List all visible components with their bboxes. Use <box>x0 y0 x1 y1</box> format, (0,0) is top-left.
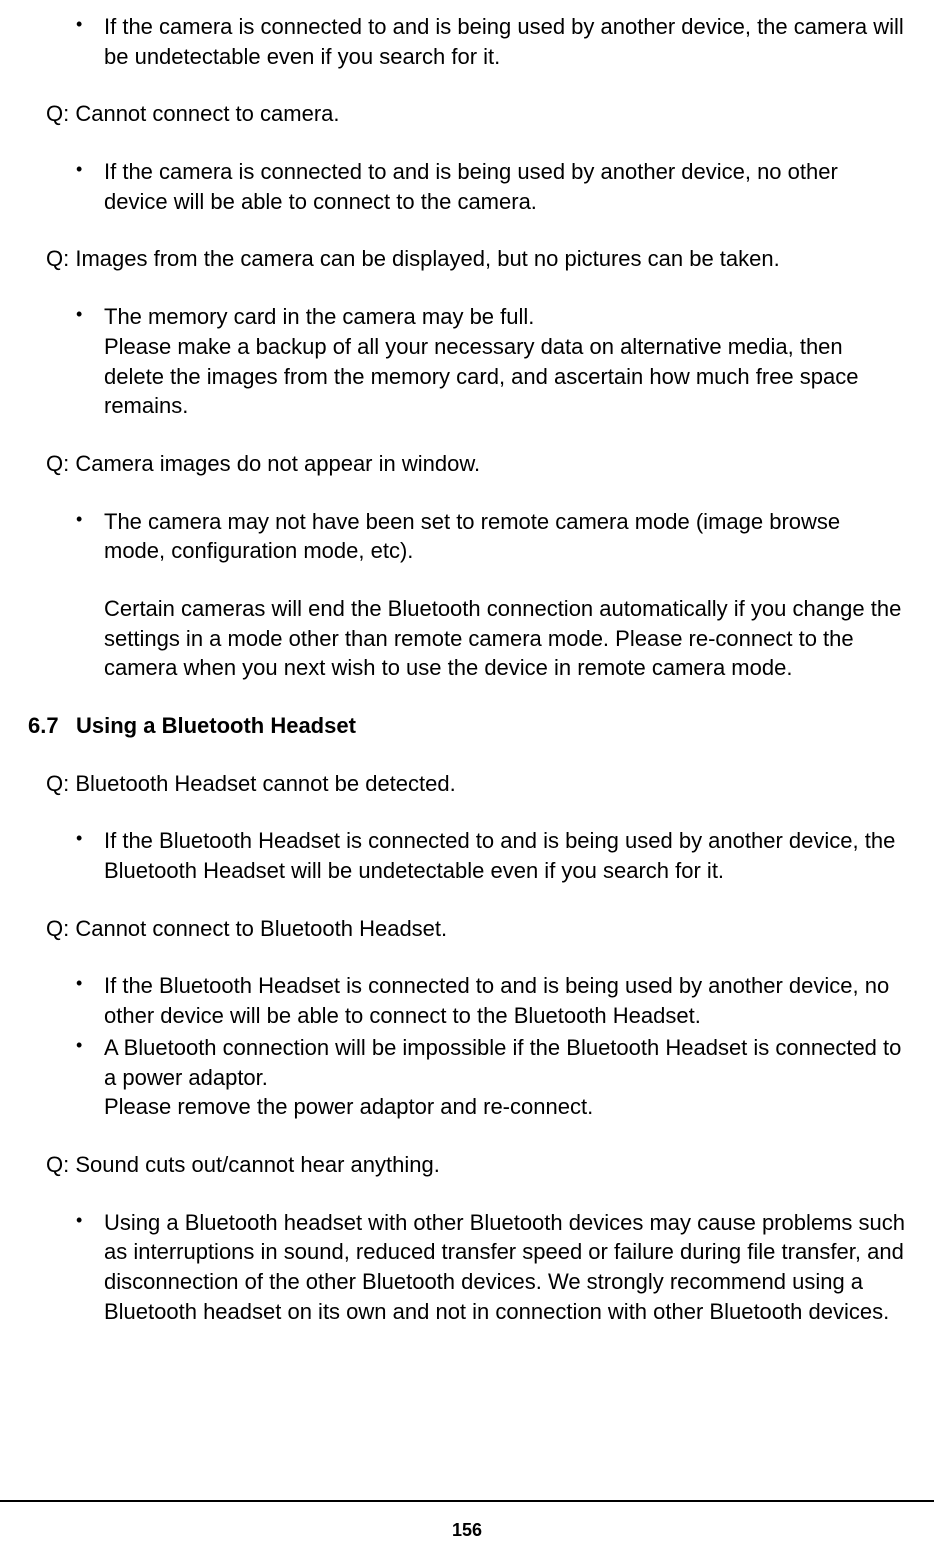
bullet-icon: • <box>76 157 104 216</box>
bullet-item: •If the Bluetooth Headset is connected t… <box>28 971 906 1030</box>
bullet-item: •Using a Bluetooth headset with other Bl… <box>28 1208 906 1327</box>
question-line: Q: Images from the camera can be display… <box>28 244 906 274</box>
question-line: Q: Cannot connect to camera. <box>28 99 906 129</box>
bullet-text: The memory card in the camera may be ful… <box>104 302 906 421</box>
question-line: Q: Camera images do not appear in window… <box>28 449 906 479</box>
bullet-text: If the Bluetooth Headset is connected to… <box>104 971 906 1030</box>
bullet-text: If the camera is connected to and is bei… <box>104 12 906 71</box>
bullet-icon: • <box>76 826 104 885</box>
section-title: Using a Bluetooth Headset <box>76 711 356 741</box>
bullet-icon: • <box>76 971 104 1030</box>
bullet-item: •The memory card in the camera may be fu… <box>28 302 906 421</box>
document-page: •If the camera is connected to and is be… <box>0 0 934 1460</box>
bullet-item: •If the Bluetooth Headset is connected t… <box>28 826 906 885</box>
bullet-item: •If the camera is connected to and is be… <box>28 157 906 216</box>
bullet-icon: • <box>76 507 104 683</box>
question-line: Q: Bluetooth Headset cannot be detected. <box>28 769 906 799</box>
bullet-item: •If the camera is connected to and is be… <box>28 12 906 71</box>
page-footer: 156 <box>0 1500 934 1559</box>
bullet-text: A Bluetooth connection will be impossibl… <box>104 1033 906 1122</box>
bullet-item: •The camera may not have been set to rem… <box>28 507 906 683</box>
bullet-icon: • <box>76 1208 104 1327</box>
page-number: 156 <box>452 1520 482 1540</box>
bullet-text: If the camera is connected to and is bei… <box>104 157 906 216</box>
section-number: 6.7 <box>28 711 76 741</box>
bullet-text: If the Bluetooth Headset is connected to… <box>104 826 906 885</box>
bullet-icon: • <box>76 12 104 71</box>
bullet-item: •A Bluetooth connection will be impossib… <box>28 1033 906 1122</box>
content-body: •If the camera is connected to and is be… <box>28 12 906 1326</box>
section-heading: 6.7Using a Bluetooth Headset <box>28 711 906 741</box>
bullet-icon: • <box>76 302 104 421</box>
question-line: Q: Cannot connect to Bluetooth Headset. <box>28 914 906 944</box>
bullet-text: The camera may not have been set to remo… <box>104 507 906 683</box>
question-line: Q: Sound cuts out/cannot hear anything. <box>28 1150 906 1180</box>
bullet-icon: • <box>76 1033 104 1122</box>
bullet-text: Using a Bluetooth headset with other Blu… <box>104 1208 906 1327</box>
